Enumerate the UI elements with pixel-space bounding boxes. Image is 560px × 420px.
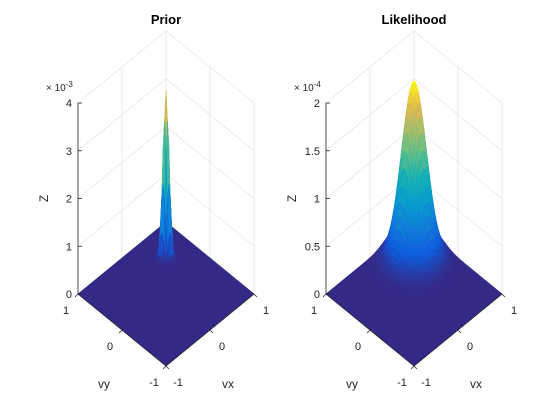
vy-tick-label: 1 (311, 305, 317, 317)
z-tick-label: 1 (314, 194, 320, 206)
vy-tick-label: 0 (355, 341, 361, 353)
vx-tick-label: -1 (421, 377, 431, 389)
vx-axis-label: vx (470, 377, 482, 391)
z-multiplier: × 10-3 (46, 80, 73, 94)
chart-title: Likelihood (382, 12, 447, 27)
vx-tick-label: 0 (467, 341, 473, 353)
vy-axis-label: vy (346, 377, 358, 391)
z-tick-label: 0 (314, 289, 320, 301)
z-tick-label: 2 (66, 194, 72, 206)
z-tick-label: 1.5 (305, 146, 320, 158)
vy-tick-label: 0 (107, 341, 113, 353)
vx-tick-label: 0 (219, 341, 225, 353)
surface (325, 80, 503, 367)
vy-tick-label: -1 (397, 377, 407, 389)
surface (77, 90, 255, 367)
z-tick-label: 3 (66, 146, 72, 158)
vy-axis-label: vy (98, 377, 110, 391)
z-tick-label: 4 (66, 98, 72, 110)
z-multiplier: × 10-4 (294, 80, 321, 94)
vx-tick-label: 1 (511, 305, 517, 317)
z-tick-label: 1 (66, 241, 72, 253)
z-axis-label: Z (37, 195, 51, 202)
z-tick-label: 0.5 (305, 241, 320, 253)
vx-tick-label: -1 (173, 377, 183, 389)
chart-title: Prior (151, 12, 181, 27)
z-tick-label: 2 (314, 98, 320, 110)
z-axis-label: Z (285, 195, 299, 202)
vx-tick-label: 1 (263, 305, 269, 317)
vy-tick-label: -1 (149, 377, 159, 389)
vx-axis-label: vx (222, 377, 234, 391)
z-tick-label: 0 (66, 289, 72, 301)
vy-tick-label: 1 (63, 305, 69, 317)
subplot-likelihood: 0 0.5 1 1.5 2 -1 0 1 -1 0 1 Zvy vx × 10-4 Likelihood (285, 12, 517, 391)
subplot-prior: 0 1 2 3 4 -1 0 1 -1 0 1 Zvy vx × 10-3 Prior (37, 12, 269, 391)
